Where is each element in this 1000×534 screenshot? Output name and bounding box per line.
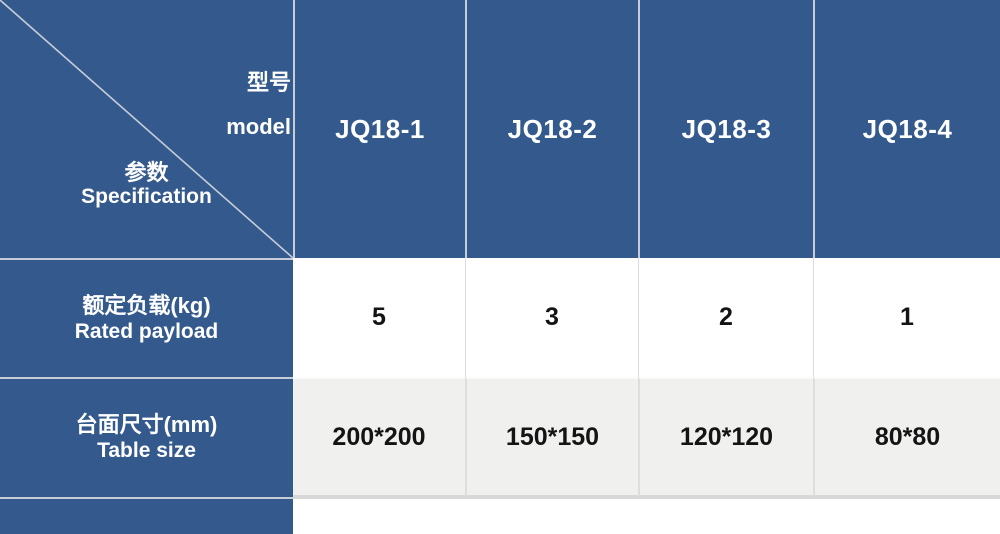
column-axis-label: 型号 model xyxy=(226,72,291,138)
cell-partial-jq18-1 xyxy=(293,497,465,534)
cell-table-size-jq18-4: 80*80 xyxy=(813,377,1000,497)
corner-header-cell: 型号 model 参数 Specification xyxy=(0,0,293,258)
cell-rated-payload-jq18-2: 3 xyxy=(465,258,638,377)
cell-rated-payload-jq18-4: 1 xyxy=(813,258,1000,377)
row-label-table-size-en: Table size xyxy=(97,439,196,462)
row-label-table-size-zh: 台面尺寸(mm) xyxy=(75,412,218,437)
cell-rated-payload-jq18-1: 5 xyxy=(293,258,465,377)
cell-partial-jq18-4 xyxy=(813,497,1000,534)
row-label-rated-payload-en: Rated payload xyxy=(74,319,219,343)
column-axis-label-zh: 型号 xyxy=(246,70,291,95)
cell-partial-jq18-3 xyxy=(638,497,813,534)
row-label-table-size: 台面尺寸(mm) Table size xyxy=(0,377,293,497)
row-label-rated-payload: 额定负载(kg) Rated payload xyxy=(0,258,293,377)
row-label-partial xyxy=(0,497,293,534)
row-axis-label-zh: 参数 xyxy=(124,160,169,185)
column-header-jq18-2: JQ18-2 xyxy=(465,0,638,258)
cell-partial-jq18-2 xyxy=(465,497,638,534)
column-header-jq18-3: JQ18-3 xyxy=(638,0,813,258)
column-header-jq18-1: JQ18-1 xyxy=(293,0,465,258)
column-header-jq18-4: JQ18-4 xyxy=(813,0,1000,258)
cell-table-size-jq18-3: 120*120 xyxy=(638,377,813,497)
cell-table-size-jq18-1: 200*200 xyxy=(293,377,465,497)
row-axis-label: 参数 Specification xyxy=(0,160,293,209)
row-axis-label-en: Specification xyxy=(81,185,212,208)
cell-rated-payload-jq18-3: 2 xyxy=(638,258,813,377)
column-axis-label-en: model xyxy=(226,114,291,139)
diagonal-divider-line xyxy=(0,0,293,258)
cell-table-size-jq18-2: 150*150 xyxy=(465,377,638,497)
row-label-rated-payload-zh: 额定负载(kg) xyxy=(82,292,211,318)
